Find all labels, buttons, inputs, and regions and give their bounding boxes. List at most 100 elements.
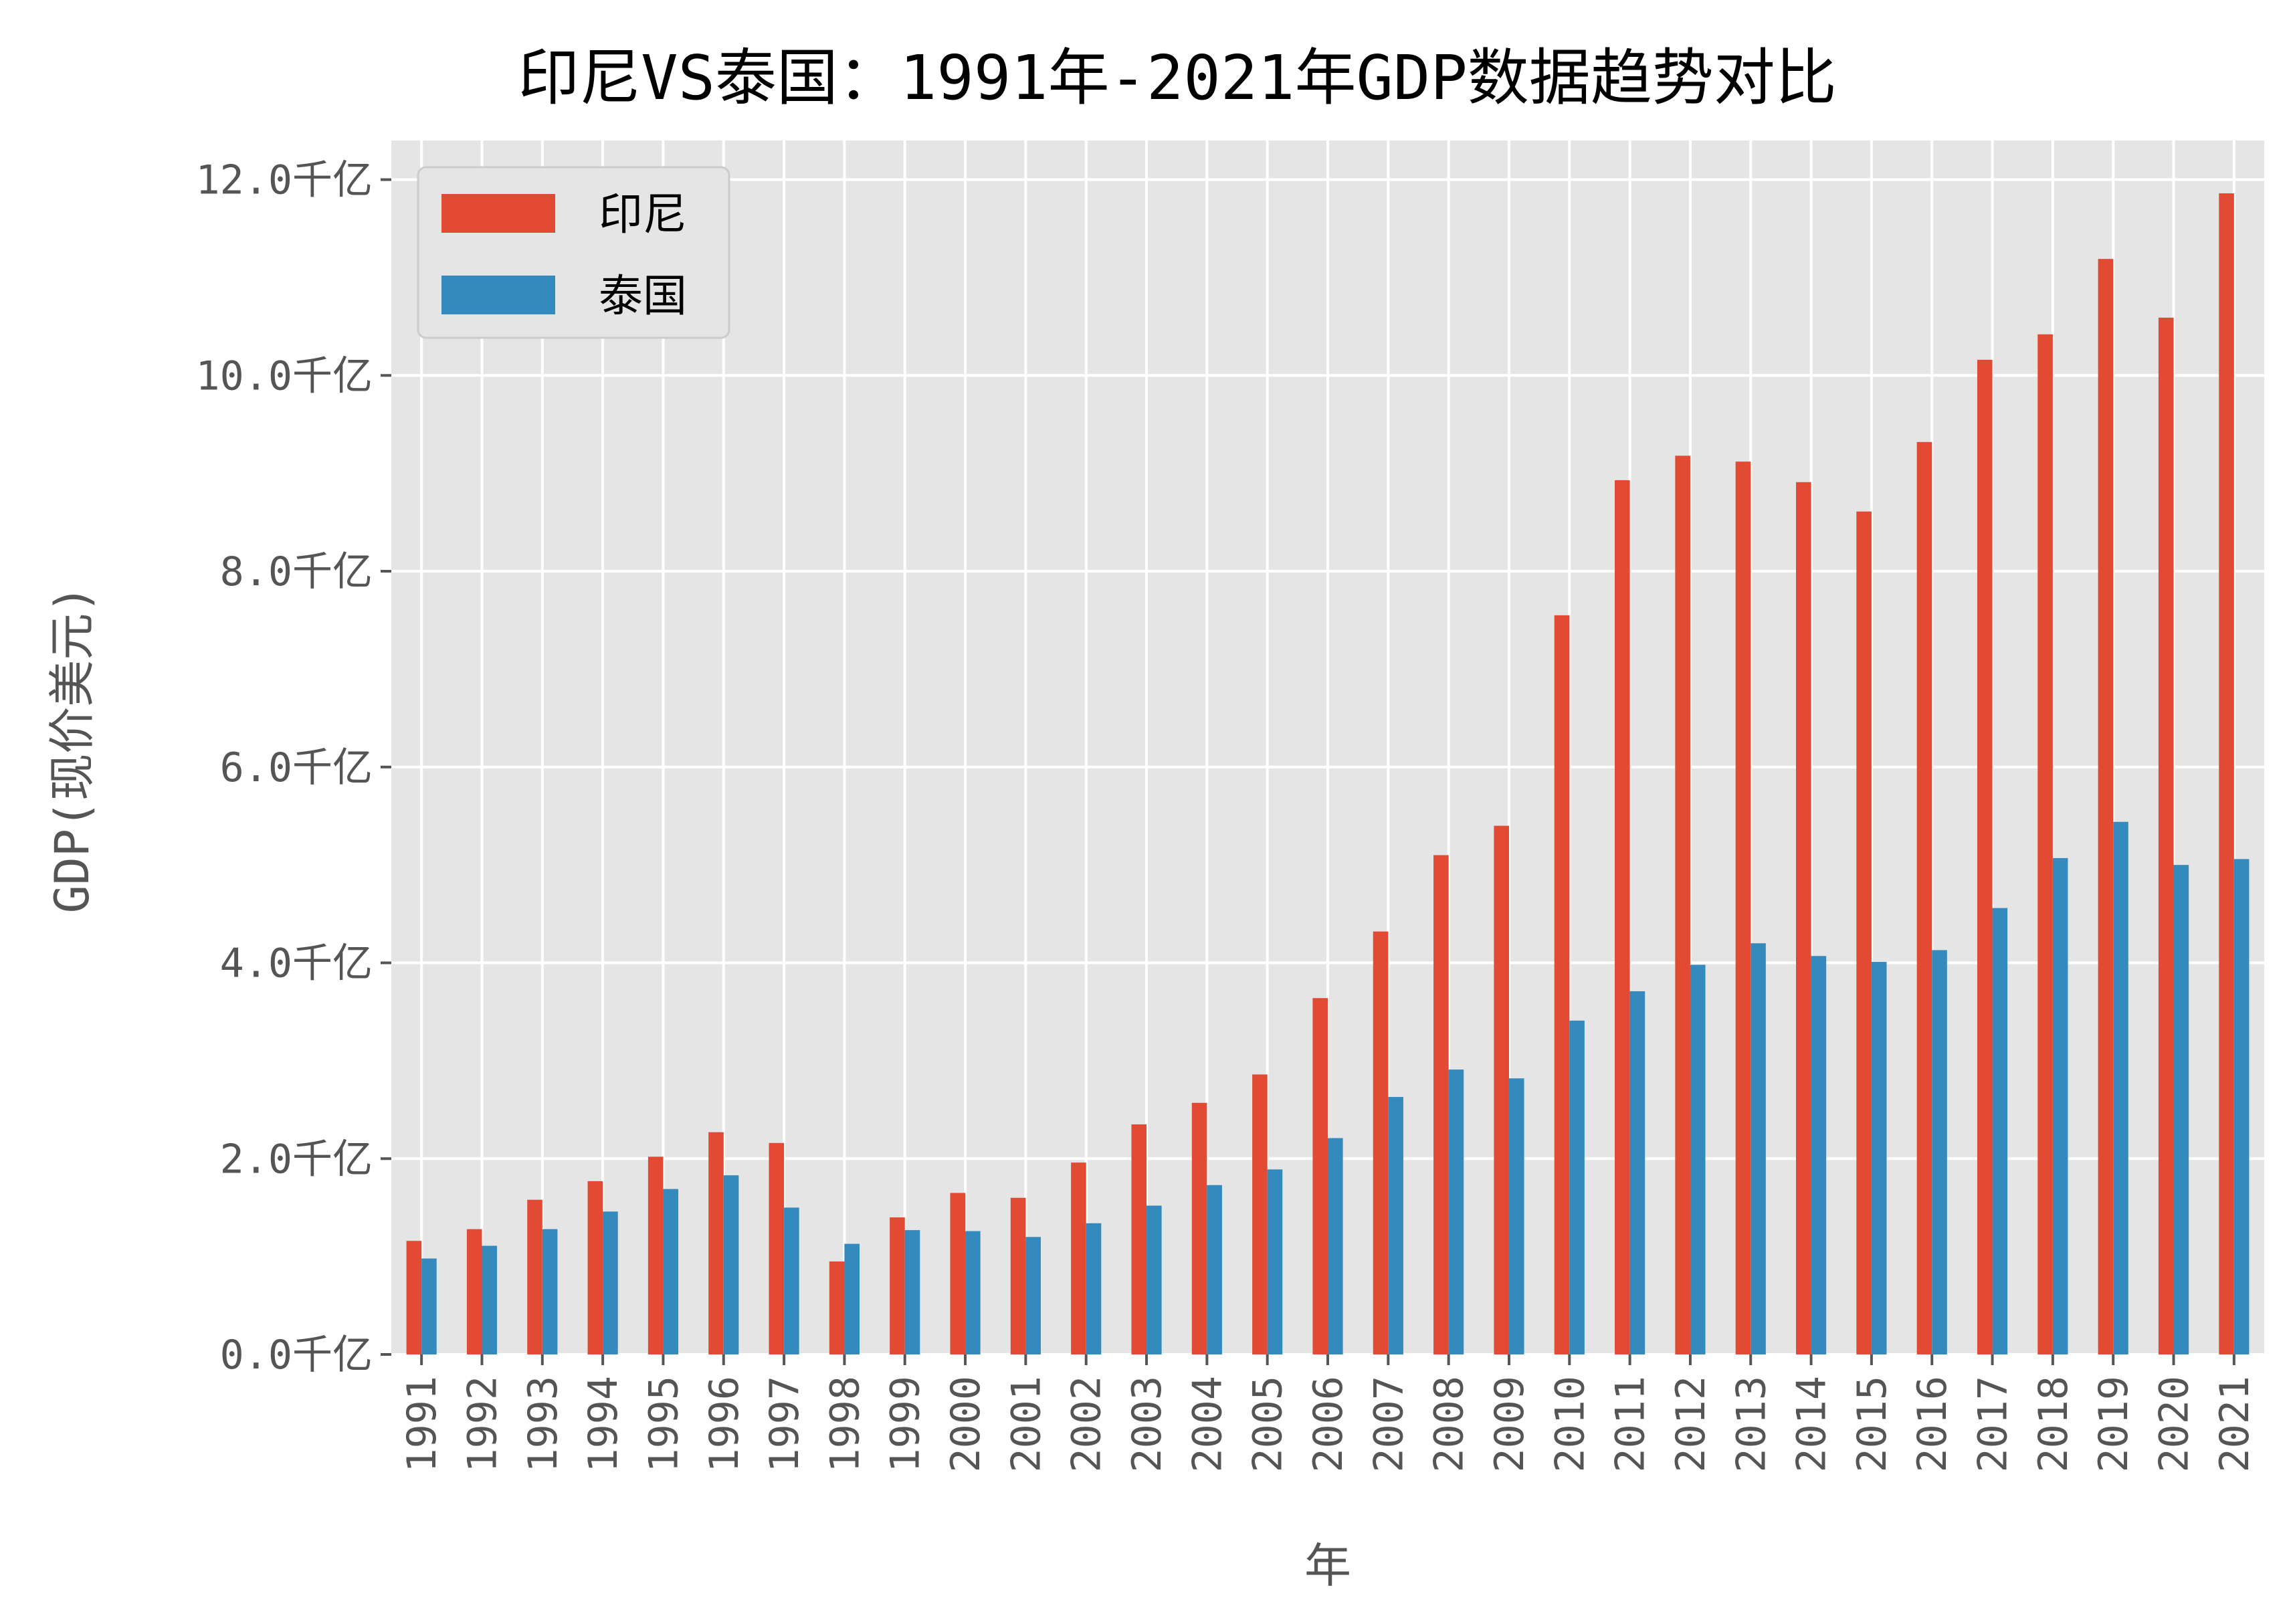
bar-thailand bbox=[844, 1243, 860, 1354]
bar-indonesia bbox=[1675, 455, 1690, 1355]
y-axis: 0.0千亿 2.0千亿 4.0千亿 6.0千亿 8.0千亿 10.0千亿 12.0千亿 bbox=[196, 157, 391, 1379]
bar-indonesia bbox=[1191, 1102, 1207, 1354]
y-tick-label: 10.0千亿 bbox=[196, 352, 373, 399]
x-tick-label: 2004 bbox=[1184, 1376, 1231, 1473]
bar-thailand bbox=[1690, 965, 1706, 1354]
y-tick-label: 2.0千亿 bbox=[220, 1136, 373, 1183]
bar-indonesia bbox=[1131, 1124, 1147, 1354]
x-tick-label: 1996 bbox=[701, 1376, 748, 1473]
x-tick-label: 2000 bbox=[942, 1376, 989, 1473]
y-tick-label: 8.0千亿 bbox=[220, 548, 373, 595]
bar-thailand bbox=[1569, 1020, 1585, 1354]
x-tick-label: 2019 bbox=[2090, 1376, 2137, 1473]
x-axis: 1991 1992 1993 1994 1995 1996 1997 1998 1999 2000… bbox=[399, 1354, 2258, 1473]
bar-indonesia bbox=[2037, 334, 2053, 1355]
bar-indonesia bbox=[1252, 1074, 1268, 1354]
bar-thailand bbox=[421, 1258, 437, 1354]
bar-indonesia bbox=[406, 1241, 422, 1354]
bar-thailand bbox=[2113, 821, 2128, 1354]
x-tick-label: 1998 bbox=[821, 1376, 868, 1473]
x-tick-label: 2010 bbox=[1547, 1376, 1593, 1473]
x-tick-label: 2018 bbox=[2030, 1376, 2077, 1473]
x-tick-label: 2001 bbox=[1003, 1376, 1050, 1473]
y-tick-label: 6.0千亿 bbox=[220, 744, 373, 791]
bar-indonesia bbox=[1494, 825, 1509, 1354]
bar-thailand bbox=[663, 1189, 679, 1354]
bar-thailand bbox=[542, 1229, 558, 1354]
bar-indonesia bbox=[2158, 317, 2174, 1355]
bar-thailand bbox=[784, 1207, 799, 1354]
x-tick-label: 2017 bbox=[1970, 1376, 2017, 1473]
bar-thailand bbox=[1992, 908, 2008, 1354]
x-tick-label: 1993 bbox=[520, 1376, 567, 1473]
x-tick-label: 1997 bbox=[761, 1376, 808, 1473]
bar-indonesia bbox=[1373, 931, 1389, 1354]
x-tick-label: 2013 bbox=[1728, 1376, 1775, 1473]
bar-thailand bbox=[1146, 1205, 1162, 1354]
bar-thailand bbox=[1871, 962, 1887, 1354]
bar-indonesia bbox=[2098, 259, 2114, 1354]
bar-thailand bbox=[1025, 1237, 1041, 1354]
bar-indonesia bbox=[647, 1156, 664, 1354]
bar-indonesia bbox=[1856, 511, 1872, 1354]
x-tick-label: 1992 bbox=[459, 1376, 506, 1473]
bar-thailand bbox=[1751, 943, 1766, 1354]
bar-thailand bbox=[2233, 859, 2250, 1354]
bar-thailand bbox=[1086, 1223, 1102, 1354]
bar-indonesia bbox=[1796, 482, 1811, 1354]
legend-label: 印尼 bbox=[599, 189, 687, 240]
y-axis-label: GDP(现价美元) bbox=[45, 585, 100, 914]
x-tick-label: 1995 bbox=[640, 1376, 687, 1473]
x-tick-label: 2008 bbox=[1426, 1376, 1473, 1473]
bar-indonesia bbox=[2219, 193, 2234, 1355]
bar-indonesia bbox=[1735, 462, 1751, 1354]
bar-indonesia bbox=[1615, 480, 1630, 1355]
x-tick-label: 2011 bbox=[1607, 1376, 1654, 1473]
x-tick-label: 2003 bbox=[1124, 1376, 1171, 1473]
y-tick-label: 4.0千亿 bbox=[220, 940, 373, 987]
x-tick-label: 2016 bbox=[1909, 1376, 1956, 1473]
bar-thailand bbox=[1508, 1078, 1524, 1354]
bar-thailand bbox=[2052, 857, 2068, 1354]
bar-indonesia bbox=[890, 1217, 905, 1354]
chart-title: 印尼VS泰国：1991年-2021年GDP数据趋势对比 bbox=[518, 42, 1836, 114]
x-axis-label: 年 bbox=[1304, 1538, 1351, 1593]
bar-indonesia bbox=[1977, 359, 1993, 1354]
bar-thailand bbox=[1448, 1070, 1464, 1354]
y-tick-label: 0.0千亿 bbox=[220, 1332, 373, 1379]
bar-indonesia bbox=[769, 1142, 785, 1354]
bar-indonesia bbox=[1433, 855, 1449, 1354]
bar-thailand bbox=[1811, 956, 1827, 1354]
bar-indonesia bbox=[1312, 998, 1328, 1354]
legend-swatch bbox=[441, 194, 555, 233]
x-tick-label: 2009 bbox=[1486, 1376, 1533, 1473]
x-tick-label: 1991 bbox=[399, 1376, 445, 1473]
y-tick-label: 12.0千亿 bbox=[196, 157, 373, 204]
bar-indonesia bbox=[1554, 615, 1570, 1354]
x-tick-label: 1999 bbox=[882, 1376, 929, 1473]
bar-thailand bbox=[1932, 950, 1947, 1354]
bar-thailand bbox=[1207, 1185, 1222, 1354]
x-tick-label: 2014 bbox=[1789, 1376, 1835, 1473]
legend-swatch bbox=[441, 276, 555, 314]
bar-indonesia bbox=[466, 1229, 482, 1354]
bar-thailand bbox=[904, 1230, 920, 1354]
bar-indonesia bbox=[1071, 1162, 1086, 1354]
x-tick-label: 2015 bbox=[1849, 1376, 1896, 1473]
bar-thailand bbox=[2173, 865, 2189, 1354]
x-tick-label: 2020 bbox=[2151, 1376, 2198, 1473]
bar-indonesia bbox=[829, 1261, 845, 1354]
bar-indonesia bbox=[1916, 441, 1932, 1355]
x-tick-label: 2021 bbox=[2211, 1376, 2258, 1473]
bar-indonesia bbox=[950, 1193, 966, 1354]
bar-indonesia bbox=[708, 1132, 724, 1354]
bar-thailand bbox=[723, 1175, 739, 1354]
bar-thailand bbox=[965, 1231, 981, 1354]
bar-indonesia bbox=[1010, 1197, 1026, 1354]
bar-thailand bbox=[1388, 1097, 1403, 1354]
bars bbox=[406, 193, 2250, 1355]
bar-thailand bbox=[482, 1245, 498, 1354]
bar-indonesia bbox=[587, 1181, 603, 1354]
